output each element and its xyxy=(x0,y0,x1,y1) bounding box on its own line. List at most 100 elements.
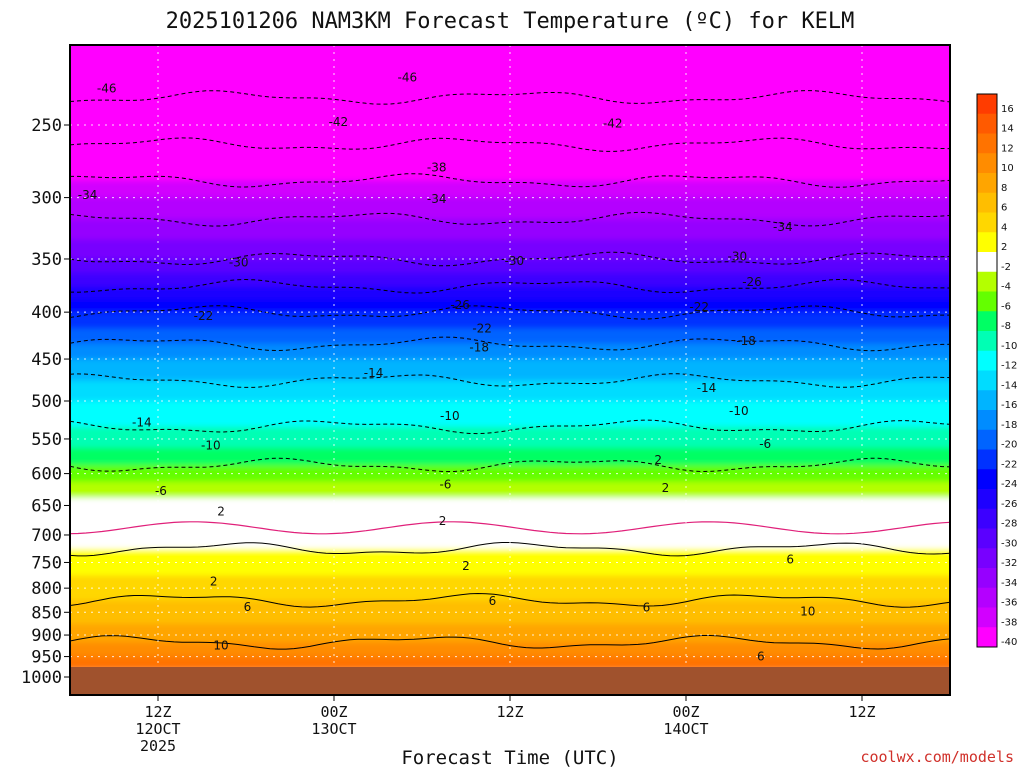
temperature-band xyxy=(70,299,950,314)
colorbar-swatch xyxy=(977,173,997,194)
chart-title: 2025101206 NAM3KM Forecast Temperature (… xyxy=(166,9,855,34)
colorbar-swatch xyxy=(977,311,997,332)
temperature-band xyxy=(70,481,950,499)
temperature-band xyxy=(70,359,950,382)
colorbar-label: -36 xyxy=(1001,598,1017,609)
contour-line xyxy=(70,336,950,352)
colorbar-label: -30 xyxy=(1001,538,1017,549)
temperature-band xyxy=(70,125,950,146)
x-tick-label: 12Z xyxy=(144,703,171,721)
contour-label: 6 xyxy=(489,594,497,608)
contour-label: -14 xyxy=(364,366,384,380)
colorbar-swatch xyxy=(977,587,997,608)
colorbar-label: -34 xyxy=(1001,578,1017,589)
x-tick-label: 12OCT xyxy=(135,720,180,738)
temperature-band xyxy=(70,344,950,361)
contour-line xyxy=(70,251,950,267)
temperature-band xyxy=(70,465,950,483)
colorbar-swatch xyxy=(977,192,997,213)
contour-label: -46 xyxy=(398,71,418,85)
ground-band xyxy=(70,667,950,695)
colorbar: 16 14 12 10 8 6 4 2 -2 -4 -6 -8 -10 -12 -14 -16 -18 -20 -2… xyxy=(976,93,1017,648)
y-tick-label: 350 xyxy=(31,250,62,270)
contour-label: -26 xyxy=(742,275,762,289)
colorbar-label: -14 xyxy=(1001,380,1017,391)
x-tick-label: 00Z xyxy=(320,703,347,721)
colorbar-swatch xyxy=(977,271,997,292)
y-tick-label: 950 xyxy=(31,648,62,668)
temperature-band xyxy=(70,286,950,301)
temperature-band xyxy=(70,68,950,99)
contour-label: 10 xyxy=(800,604,815,618)
colorbar-swatch xyxy=(977,607,997,628)
temperature-band xyxy=(70,197,950,221)
x-tick-label: 00Z xyxy=(672,703,699,721)
contour-label: -10 xyxy=(729,404,749,418)
contour-line xyxy=(70,373,950,388)
colorbar-swatch xyxy=(977,370,997,391)
contour-label: 2 xyxy=(210,575,218,589)
contour-label: -30 xyxy=(505,254,525,268)
colorbar-label: 4 xyxy=(1001,222,1007,233)
temperature-band xyxy=(70,144,950,164)
temperature-band xyxy=(70,497,950,522)
contour-label: -10 xyxy=(201,438,221,452)
temperature-band xyxy=(70,380,950,402)
colorbar-swatch xyxy=(977,489,997,510)
colorbar-swatch xyxy=(977,153,997,174)
x-tick-label: 12Z xyxy=(496,703,523,721)
colorbar-label: 2 xyxy=(1001,242,1007,253)
colorbar-swatch xyxy=(977,252,997,273)
contour-label: -42 xyxy=(329,115,349,129)
contour-label: 2 xyxy=(439,514,447,528)
colorbar-label: -10 xyxy=(1001,341,1017,352)
y-tick-label: 1000 xyxy=(21,668,62,688)
contour-label: -26 xyxy=(450,298,470,312)
colorbar-swatch xyxy=(977,528,997,549)
contour-line xyxy=(70,211,950,227)
temperature-band xyxy=(70,180,950,199)
colorbar-swatch xyxy=(977,390,997,411)
temperature-band xyxy=(60,35,960,37)
contour-label: -10 xyxy=(440,409,460,423)
colorbar-label: -4 xyxy=(1001,282,1011,293)
contour-line xyxy=(70,278,950,294)
contour-label: 6 xyxy=(244,600,252,614)
colorbar-label: -32 xyxy=(1001,558,1017,569)
temperature-band xyxy=(70,312,950,330)
plot-area: -46-46-42 -42-38-34 -34-34-30 -30 -30-26-26-… xyxy=(60,35,960,695)
temperature-band xyxy=(70,642,950,658)
contour-label: -38 xyxy=(427,160,447,174)
contour-label: 6 xyxy=(786,552,794,566)
y-tick-label: 450 xyxy=(31,350,62,370)
colorbar-label: 10 xyxy=(1001,163,1014,174)
y-tick-label: 300 xyxy=(31,189,62,209)
y-tick-label: 700 xyxy=(31,526,62,546)
colorbar-label: -16 xyxy=(1001,400,1017,411)
y-tick-label: 800 xyxy=(31,579,62,599)
colorbar-label: -40 xyxy=(1001,637,1017,648)
contour-label: -6 xyxy=(439,478,451,492)
contour-label: -18 xyxy=(469,340,489,354)
contour-label: -30 xyxy=(728,250,748,264)
contour-label: 2 xyxy=(654,453,662,467)
colorbar-label: -12 xyxy=(1001,361,1017,372)
y-tick-label: 550 xyxy=(31,430,62,450)
contour-label: -22 xyxy=(472,322,492,336)
temperature-band xyxy=(70,328,950,346)
contour-line xyxy=(70,305,950,320)
colorbar-swatch xyxy=(977,94,997,115)
temperature-band xyxy=(70,656,950,670)
y-tick-label: 500 xyxy=(31,392,62,412)
temperature-band xyxy=(70,272,950,288)
freezing-line xyxy=(70,521,950,535)
site-credit-link[interactable]: coolwx.com/models xyxy=(860,748,1014,766)
colorbar-swatch xyxy=(977,568,997,589)
colorbar-label: -6 xyxy=(1001,301,1011,312)
contour-label: -6 xyxy=(759,437,771,451)
colorbar-swatch xyxy=(977,548,997,569)
contour-label: -46 xyxy=(97,81,117,95)
contour-label: 6 xyxy=(643,601,651,615)
colorbar-label: -24 xyxy=(1001,479,1017,490)
temperature-band xyxy=(70,45,950,70)
